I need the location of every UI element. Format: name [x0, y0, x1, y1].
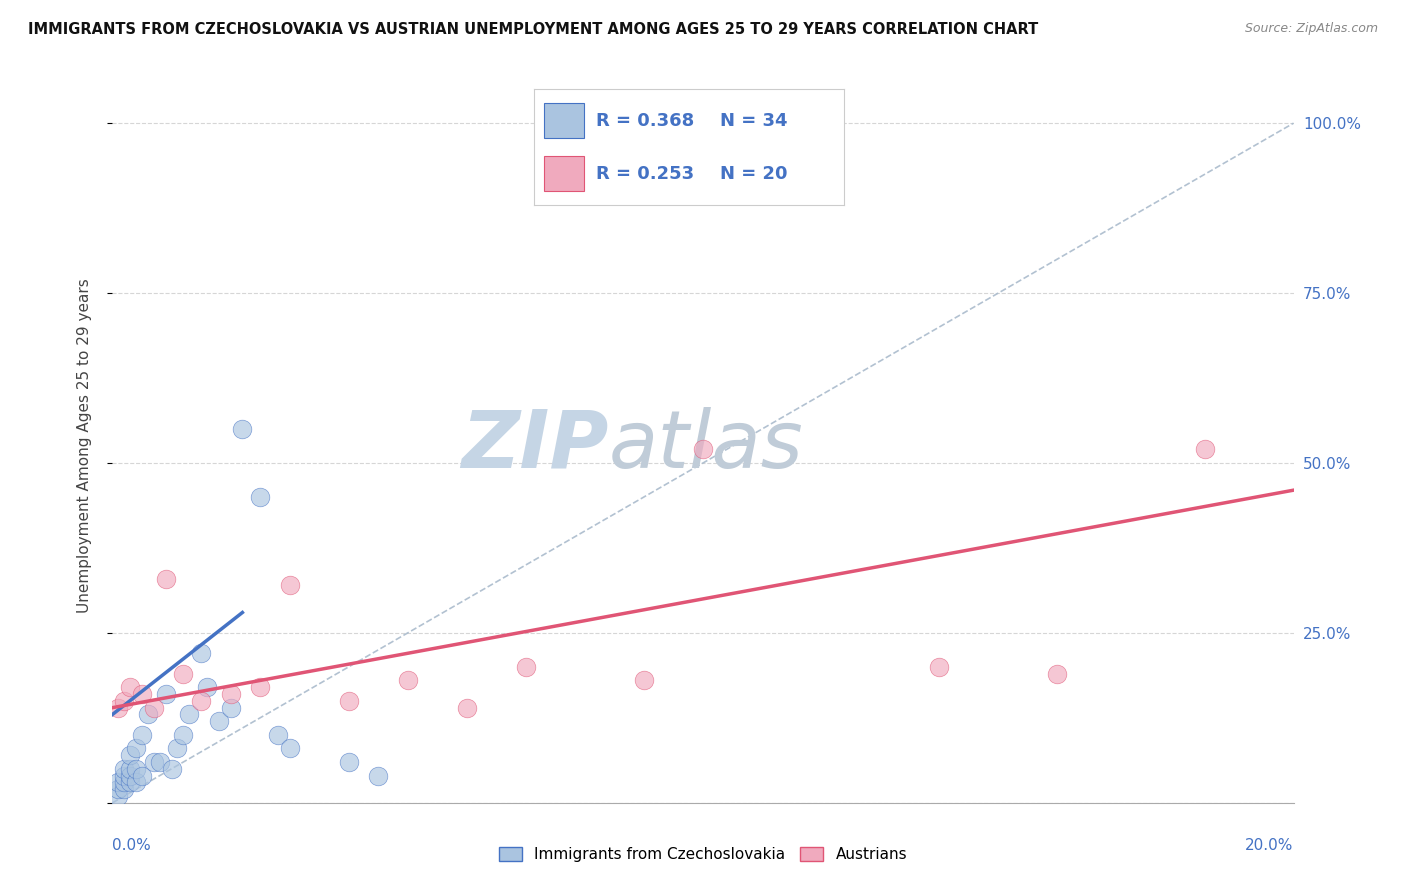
Point: [231, 422, 253, 436]
Point: [219, 700, 242, 714]
Point: [112, 775, 135, 789]
Point: [107, 775, 129, 789]
Point: [112, 769, 135, 783]
Text: N = 34: N = 34: [720, 112, 787, 129]
Point: [267, 728, 290, 742]
Point: [112, 694, 135, 708]
Point: [131, 728, 153, 742]
Point: [1194, 442, 1216, 457]
Bar: [544, 103, 583, 138]
Point: [131, 769, 153, 783]
Point: [160, 762, 183, 776]
Point: [125, 741, 148, 756]
Point: [120, 762, 142, 776]
Text: atlas: atlas: [609, 407, 803, 485]
Point: [633, 673, 655, 688]
Point: [1046, 666, 1069, 681]
Point: [112, 762, 135, 776]
Point: [337, 694, 360, 708]
Point: [155, 572, 177, 586]
Text: R = 0.368: R = 0.368: [596, 112, 695, 129]
Point: [142, 700, 165, 714]
Point: [515, 660, 537, 674]
Point: [120, 748, 142, 763]
Point: [190, 694, 212, 708]
Point: [249, 680, 271, 694]
Bar: [544, 156, 583, 191]
Point: [136, 707, 159, 722]
Y-axis label: Unemployment Among Ages 25 to 29 years: Unemployment Among Ages 25 to 29 years: [77, 278, 91, 614]
Point: [166, 741, 188, 756]
Point: [692, 442, 714, 457]
Text: N = 20: N = 20: [720, 165, 787, 183]
Point: [120, 769, 142, 783]
Point: [928, 660, 950, 674]
Point: [195, 680, 218, 694]
Point: [367, 769, 389, 783]
Point: [219, 687, 242, 701]
Point: [107, 782, 129, 797]
Point: [125, 762, 148, 776]
Point: [396, 673, 419, 688]
Point: [179, 707, 201, 722]
Legend: Immigrants from Czechoslovakia, Austrians: Immigrants from Czechoslovakia, Austrian…: [495, 842, 911, 866]
Point: [249, 490, 271, 504]
Point: [190, 646, 212, 660]
Text: IMMIGRANTS FROM CZECHOSLOVAKIA VS AUSTRIAN UNEMPLOYMENT AMONG AGES 25 TO 29 YEAR: IMMIGRANTS FROM CZECHOSLOVAKIA VS AUSTRI…: [28, 22, 1039, 37]
Point: [172, 728, 194, 742]
Point: [107, 789, 129, 803]
Point: [131, 687, 153, 701]
Point: [278, 741, 301, 756]
Point: [125, 775, 148, 789]
Point: [112, 782, 135, 797]
Point: [120, 775, 142, 789]
Point: [337, 755, 360, 769]
Text: R = 0.253: R = 0.253: [596, 165, 695, 183]
Point: [208, 714, 231, 729]
Text: 0.0%: 0.0%: [112, 838, 152, 854]
Point: [107, 700, 129, 714]
Point: [142, 755, 165, 769]
Point: [149, 755, 172, 769]
Text: ZIP: ZIP: [461, 407, 609, 485]
Point: [278, 578, 301, 592]
Point: [155, 687, 177, 701]
Text: 20.0%: 20.0%: [1246, 838, 1294, 854]
Point: [172, 666, 194, 681]
Point: [456, 700, 478, 714]
Point: [120, 680, 142, 694]
Text: Source: ZipAtlas.com: Source: ZipAtlas.com: [1244, 22, 1378, 36]
